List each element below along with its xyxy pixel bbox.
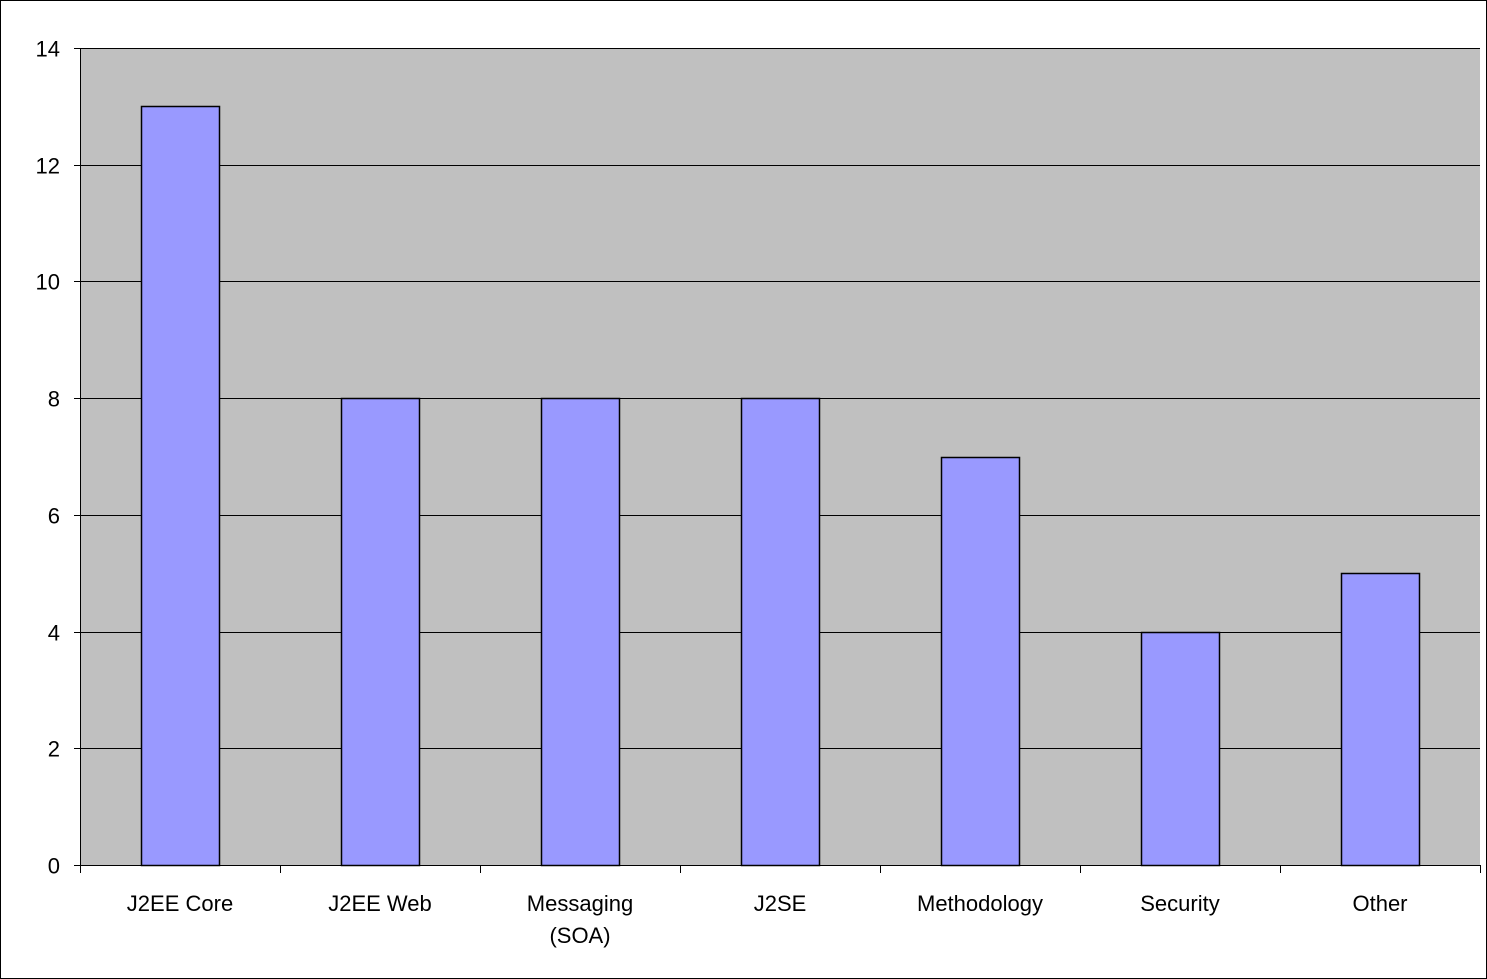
y-tick-label: 8 — [48, 387, 60, 412]
x-tick-label: Methodology — [917, 891, 1043, 916]
x-tick-label: Security — [1140, 891, 1219, 916]
axes — [80, 48, 1480, 866]
y-tick-label: 10 — [36, 270, 60, 295]
y-axis-ticks: 0 2 4 6 8 10 12 14 — [36, 37, 80, 879]
bar — [740, 397, 821, 867]
y-tick-label: 0 — [48, 854, 60, 879]
y-tick-label: 14 — [36, 37, 60, 62]
x-axis-ticks: J2EE Core J2EE Web Messaging (SOA) J2SE Metho… — [80, 865, 1481, 948]
x-tick-label: J2EE Core — [127, 891, 233, 916]
y-tick-label: 12 — [36, 154, 60, 179]
y-tick-label: 2 — [48, 737, 60, 762]
bar — [540, 397, 621, 867]
bar — [1340, 572, 1421, 867]
bar — [1140, 631, 1221, 867]
x-tick-label: Other — [1352, 891, 1407, 916]
x-tick-label: J2EE Web — [328, 891, 432, 916]
bar — [940, 456, 1021, 867]
bar — [340, 397, 421, 867]
x-tick-label: J2SE — [754, 891, 807, 916]
y-tick-label: 6 — [48, 504, 60, 529]
y-tick-label: 4 — [48, 621, 60, 646]
x-tick-label: Messaging (SOA) — [527, 891, 633, 948]
bar — [140, 105, 221, 867]
